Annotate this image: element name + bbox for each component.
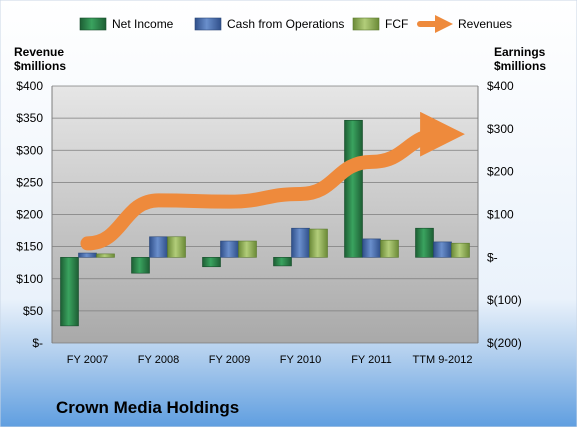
bar-fcf [380,239,399,258]
x-tick-label: FY 2010 [280,354,321,366]
legend-label-net-income: Net Income [112,17,174,31]
right-axis-label-line2: $millions [494,59,546,73]
bar-net-income [273,257,292,267]
bar-net-income [415,227,434,258]
bar-cash-from-operations [149,236,168,258]
right-tick-label: $400 [487,79,514,93]
bar-series [60,119,470,327]
bar-fcf [309,228,328,258]
bar-fcf [238,240,257,258]
bar-net-income [344,119,363,258]
left-tick-label: $50 [23,304,43,318]
chart-title: Crown Media Holdings [56,398,239,417]
bar-fcf [167,236,186,258]
left-tick-label: $400 [16,79,43,93]
bar-cash-from-operations [291,227,310,258]
right-tick-label: $300 [487,122,514,136]
legend-label-fcf: FCF [385,17,408,31]
left-axis-label-line1: Revenue [14,45,64,59]
legend-swatch-fcf [352,17,380,31]
left-tick-label: $200 [16,208,43,222]
revenue-line [80,111,465,251]
left-tick-label: $150 [16,240,43,254]
legend-swatch-net-income [79,17,107,31]
x-tick-label: FY 2011 [351,354,392,366]
bar-net-income [131,257,150,274]
bar-net-income [202,257,221,268]
right-tick-label: $100 [487,208,514,222]
left-tick-label: $100 [16,272,43,286]
left-tick-label: $300 [16,143,43,157]
revenue-line-series [80,111,465,251]
left-axis: $- $50 $100 $150 $200 $250 $300 $350 $400 [16,79,43,350]
legend: Net Income Cash from Operations FCF Revenue… [79,15,512,33]
x-axis: FY 2007 FY 2008 FY 2009 FY 2010 FY 2011 TTM 9… [67,354,473,366]
x-tick-label: FY 2008 [138,354,179,366]
bar-cash-from-operations [433,241,452,258]
left-tick-label: $350 [16,111,43,125]
x-tick-label: FY 2007 [67,354,108,366]
x-tick-label: FY 2009 [209,354,250,366]
right-axis-label-line1: Earnings [494,45,546,59]
bar-fcf [96,253,115,258]
right-tick-label: $- [487,250,498,264]
bar-cash-from-operations [362,238,381,258]
right-axis: $(200) $(100) $- $100 $200 $300 $400 [487,79,522,350]
bar-net-income [60,257,79,327]
bar-cash-from-operations [78,252,97,258]
right-tick-label: $200 [487,165,514,179]
bar-fcf [451,242,470,258]
legend-swatch-cash-from-operations [194,17,222,31]
right-tick-label: $(100) [487,293,522,307]
legend-label-revenues: Revenues [458,17,512,31]
left-tick-label: $250 [16,175,43,189]
right-tick-label: $(200) [487,336,522,350]
legend-label-cash-from-operations: Cash from Operations [227,17,344,31]
left-axis-label-line2: $millions [14,59,66,73]
bar-cash-from-operations [220,240,239,258]
left-tick-label: $- [32,336,43,350]
x-tick-label: TTM 9-2012 [413,354,473,366]
